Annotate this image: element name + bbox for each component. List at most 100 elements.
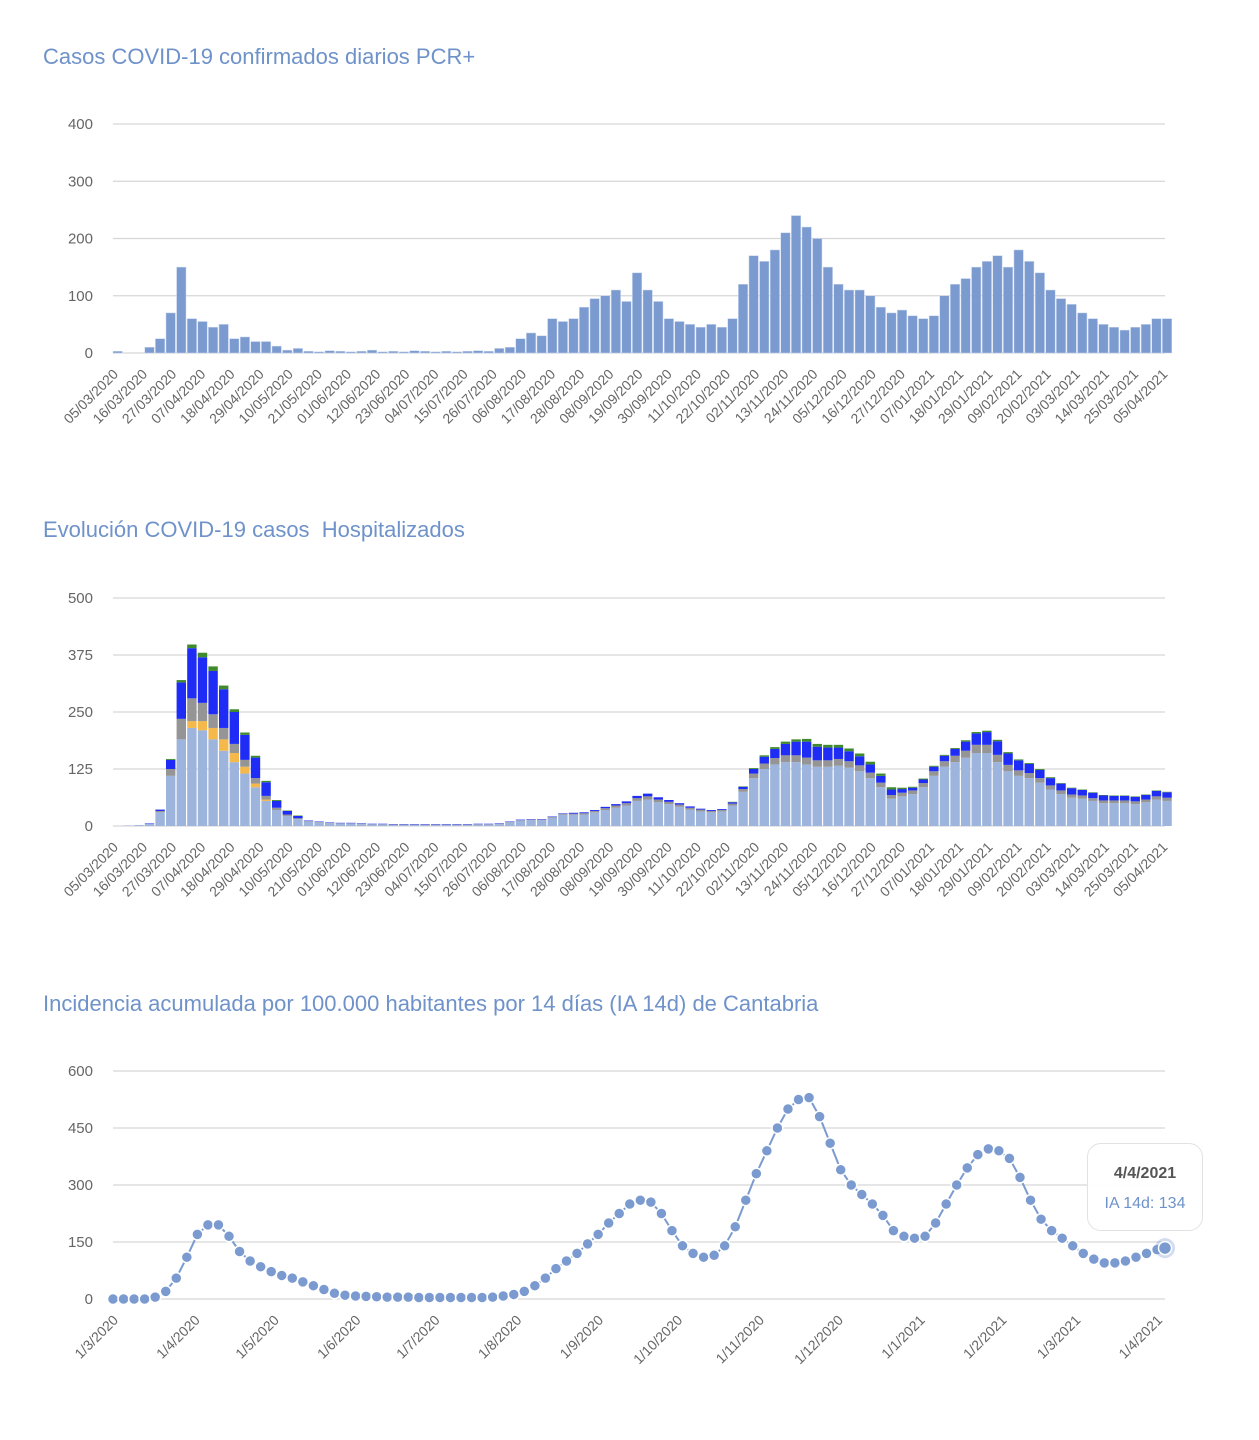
bar-segment [653,797,663,800]
data-point [212,1218,225,1232]
bar [483,351,494,354]
bar-segment [271,807,282,811]
bar-segment [187,727,197,826]
data-point [971,1148,985,1161]
bar-segment [250,783,261,788]
bar-segment [759,756,769,764]
bar-segment [780,755,791,763]
bar-segment [176,718,186,740]
bar-segment [632,795,642,799]
bar-segment [950,748,960,756]
tooltip: 4/4/2021 IA 14d: 134 [1087,1143,1203,1231]
data-point [676,1239,689,1253]
bar-segment [823,766,833,826]
data-point [634,1193,647,1207]
bar [1056,298,1067,354]
bar-segment [250,778,261,784]
bar-segment [907,787,918,791]
bar [897,309,908,354]
bar-segment [218,739,229,751]
bar-segment [399,825,409,826]
bar-segment [144,823,155,826]
data-point [1066,1239,1079,1253]
bar-segment [1056,783,1066,791]
bar-segment [1119,795,1130,801]
bar [536,335,547,354]
bar-segment [992,741,1003,755]
bar-segment [1141,799,1151,803]
bar [504,347,515,354]
bar-segment [547,817,557,826]
bar [716,326,727,354]
data-point [1108,1256,1122,1270]
data-point [781,1102,795,1116]
bar-segment [250,757,261,779]
bar-segment [526,820,536,826]
data-point [760,1144,774,1158]
data-point [665,1224,679,1237]
bar-segment [611,805,621,808]
chart-title-hospitalized: Evolución COVID-19 casos Hospitalizados [43,517,465,542]
bar-segment [770,758,780,765]
data-point [1034,1212,1048,1226]
bar [176,266,187,354]
data-point [581,1237,594,1251]
bar [812,238,823,354]
bar-segment [282,814,292,816]
bar [1151,318,1162,354]
bar-segment [801,757,812,765]
bar-segment [833,747,844,759]
bar [462,351,473,354]
data-point [148,1290,162,1304]
bar-segment [240,759,250,767]
data-point [1003,1152,1016,1165]
y-tick-label: 0 [85,1291,93,1308]
bar-segment [1035,769,1045,770]
y-tick-label: 100 [68,288,93,305]
bar-segment [770,764,780,826]
bar-segment [282,815,292,826]
bar-segment [664,800,674,802]
bar-segment [165,758,176,760]
bar-segment [865,764,875,773]
data-point [138,1292,151,1306]
data-point [402,1290,415,1304]
data-point [127,1292,141,1306]
bar-segment [229,709,239,712]
y-tick-label: 200 [68,231,93,248]
data-point [887,1224,900,1237]
bar-segment [208,670,218,715]
bar-segment [653,802,663,826]
bar-segment [271,810,282,826]
bar-segment [1066,797,1077,826]
data-point [644,1195,658,1209]
y-tick-label: 500 [68,590,93,607]
x-tick-label: 1/4/2021 [1115,1312,1165,1362]
bar-segment [1088,798,1098,801]
bar [674,321,685,354]
bar [579,306,590,354]
bar [663,318,674,354]
bar-segment [240,773,250,826]
bar-segment [261,795,271,800]
bar [303,351,314,354]
bar [769,249,780,354]
bar-segment [642,796,653,800]
data-point [655,1207,668,1220]
data-point [159,1285,172,1298]
bar-segment [897,796,907,826]
data-point [918,1230,932,1243]
data-point [728,1220,742,1234]
bar-segment [770,748,780,759]
data-point [771,1121,784,1135]
bar [981,261,992,354]
bar-segment [685,806,695,808]
bar-segment [907,794,918,826]
data-point [106,1292,120,1306]
bar-segment [1045,778,1056,786]
bar-segment [377,824,388,826]
bar-segment [1066,788,1077,795]
bar-segment [960,741,971,751]
bar-segment [738,791,748,826]
